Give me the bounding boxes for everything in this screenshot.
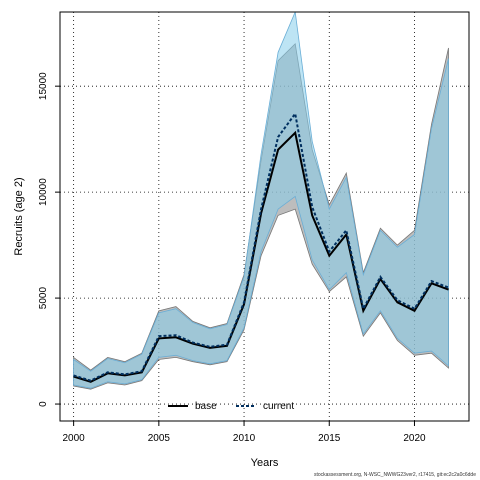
x-tick-label: 2005 xyxy=(148,433,171,444)
y-tick-label: 0 xyxy=(38,401,49,407)
legend: base current xyxy=(168,401,294,412)
confidence-bands xyxy=(73,12,449,390)
y-tick-label: 10000 xyxy=(38,178,49,206)
y-tick-label: 15000 xyxy=(38,72,49,100)
y-axis-label: Recruits (age 2) xyxy=(13,177,25,255)
band-current xyxy=(73,12,449,389)
legend-label-current: current xyxy=(263,401,294,412)
x-tick-label: 2020 xyxy=(403,433,426,444)
grid-lines xyxy=(60,12,469,421)
y-axis: 0 5000 10000 15000 xyxy=(38,72,60,407)
legend-label-base: base xyxy=(195,401,217,412)
x-axis: 2000 2005 2010 2015 2020 xyxy=(63,420,426,444)
x-tick-label: 2010 xyxy=(233,433,256,444)
y-tick-label: 5000 xyxy=(38,287,49,310)
x-tick-label: 2015 xyxy=(318,433,341,444)
x-axis-label: Years xyxy=(251,457,279,469)
line-current xyxy=(73,111,449,382)
series-lines xyxy=(73,111,449,383)
footer-credit: stockassessment.org, N-WSC_NWWG23ver2, r… xyxy=(313,472,476,478)
x-tick-label: 2000 xyxy=(63,433,86,444)
